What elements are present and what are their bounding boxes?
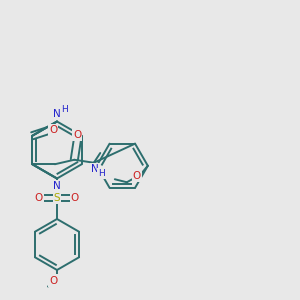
Text: N: N <box>53 109 61 119</box>
Text: O: O <box>133 171 141 181</box>
Text: O: O <box>35 193 43 203</box>
Text: H: H <box>98 169 105 178</box>
Text: O: O <box>71 193 79 203</box>
Text: O: O <box>73 130 81 140</box>
Text: N: N <box>53 181 61 191</box>
Text: N: N <box>91 164 99 174</box>
Text: H: H <box>61 105 68 114</box>
Text: S: S <box>54 193 60 203</box>
Text: O: O <box>49 275 58 286</box>
Text: O: O <box>49 125 57 135</box>
